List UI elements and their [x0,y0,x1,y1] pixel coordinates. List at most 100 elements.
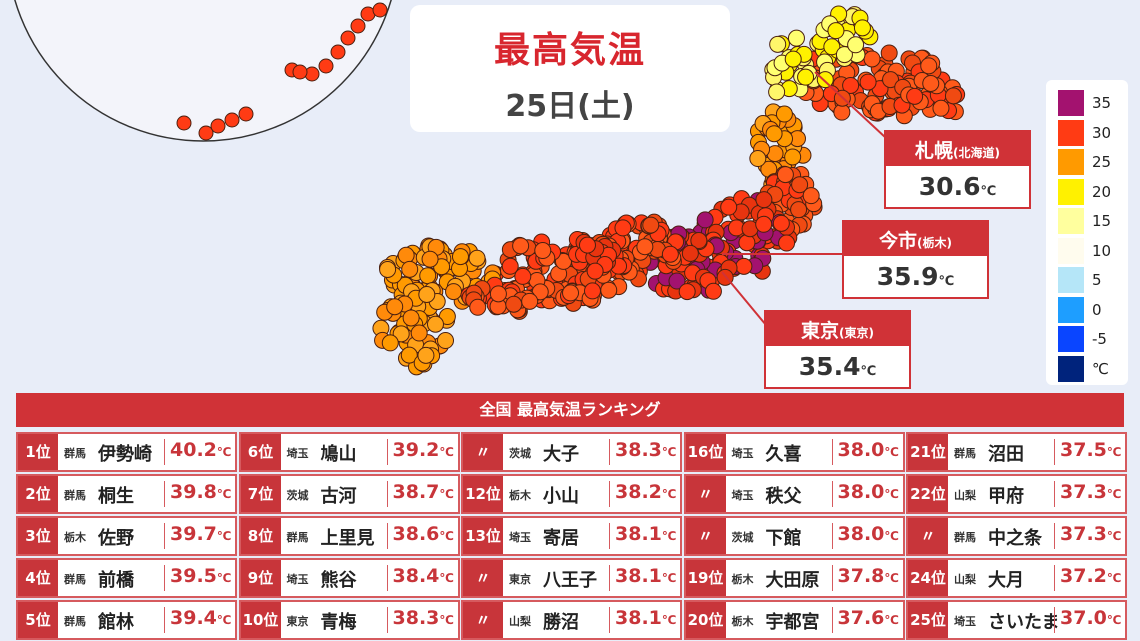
station-dot [791,176,809,194]
station-dot [944,87,962,105]
station-dot [562,284,580,302]
station-dot [198,125,214,141]
callout-header: 札幌(北海道) [886,132,1029,166]
temperature-unit: ℃ [1106,487,1122,501]
legend-swatch [1058,355,1084,382]
temperature-box: 38.1℃ [609,607,676,633]
station-dot [583,282,601,300]
title: 最高気温 [493,30,646,71]
station-dot [749,150,767,168]
temperature-unit: ℃ [884,571,899,585]
callout-name: 東京 [801,320,840,342]
temperature: 39.5 [170,565,217,587]
station-dot [210,118,226,134]
temperature: 38.0 [837,481,885,503]
ranking-cell: 24位 山梨 大月 37.2℃ [906,558,1127,598]
prefecture: 群馬 [64,573,86,586]
rank: 〃 [463,602,503,638]
temperature-box: 38.3℃ [609,439,676,465]
callout-region: (北海道) [953,146,1000,160]
date: 25日(土) [505,89,635,124]
station-dot [401,260,419,278]
station-dot [400,346,418,364]
temperature: 38.1 [615,607,662,629]
city: 甲府 [988,486,1024,507]
station-dot [578,236,596,254]
city: 伊勢崎 [98,444,152,465]
rank: 5位 [18,602,58,638]
station-dot [847,36,865,54]
station-dot [489,285,507,303]
temperature-unit: ℃ [661,529,677,543]
legend-label: 10 [1092,241,1112,260]
temperature: 37.3 [1060,523,1107,545]
rank: 3位 [18,518,58,554]
ranking-cell: 16位 埼玉 久喜 38.0℃ [683,432,905,472]
station-dot [778,234,796,252]
station-dot [437,332,455,350]
station-dot [882,71,900,89]
station-dot [772,214,790,232]
station-dot [816,71,834,89]
temperature-unit: ℃ [1106,571,1122,585]
legend-item: 20 [1058,177,1118,205]
legend-label: 5 [1092,271,1102,289]
station-dot [445,283,463,301]
ranking-cell: 12位 栃木 小山 38.2℃ [461,474,682,514]
temperature-box: 38.0℃ [831,481,899,507]
prefecture: 埼玉 [286,573,309,586]
city: 下館 [765,528,802,549]
temperature-box: 37.2℃ [1054,565,1121,591]
temperature-unit: ℃ [216,487,232,501]
ranking-cell: 9位 埼玉 熊谷 38.4℃ [238,558,460,598]
temperature-box: 37.8℃ [831,565,899,591]
ranking-cell: 20位 栃木 宇都宮 37.6℃ [683,600,905,640]
rank: 〃 [685,476,726,512]
temperature: 37.3 [1060,481,1107,503]
leader-lines [721,71,887,326]
station-dot [859,73,877,91]
temperature: 37.0 [1060,607,1107,629]
city: 佐野 [98,528,134,549]
temperature: 38.2 [615,481,662,503]
city: 青梅 [320,612,357,633]
station-dot [614,219,632,237]
temperature-unit: ℃ [216,529,232,543]
station-dot [863,50,881,68]
temperature: 38.6 [392,523,440,545]
temperature-box: 37.5℃ [1054,439,1121,465]
legend-label: 20 [1092,182,1112,201]
rank: 8位 [240,518,281,554]
station-dot [776,166,794,184]
legend-label: 15 [1092,212,1112,230]
prefecture: 埼玉 [731,489,754,502]
callout-value-box: 35.9℃ [844,256,987,297]
station-dot [906,87,924,105]
temperature-box: 39.8℃ [164,481,231,507]
legend-item: 30 [1058,118,1118,146]
station-dot [661,245,679,263]
rank: 〃 [908,518,948,554]
rank: 9位 [240,560,281,596]
legend-label: ℃ [1092,359,1109,378]
station-dot [330,44,346,60]
ranking-cell: 8位 群馬 上里見 38.6℃ [238,516,460,556]
station-dot [381,334,399,352]
prefecture: 群馬 [954,447,976,460]
temperature-unit: ℃ [661,487,677,501]
callout-name: 今市 [879,230,918,252]
station-dot [176,115,192,131]
legend-label: 35 [1092,94,1112,112]
callout-value: 35.4 [798,352,861,381]
station-dot [418,285,436,303]
station-dot [512,237,530,255]
ranking-cell: 〃埼玉 秩父 38.0℃ [683,474,905,514]
station-dot [350,18,366,34]
callout-unit: ℃ [980,184,997,199]
station-dots [176,2,966,376]
station-dot [790,201,808,219]
prefecture: 山梨 [954,489,976,502]
station-dot [521,292,539,310]
callout-value: 35.9 [876,262,939,291]
